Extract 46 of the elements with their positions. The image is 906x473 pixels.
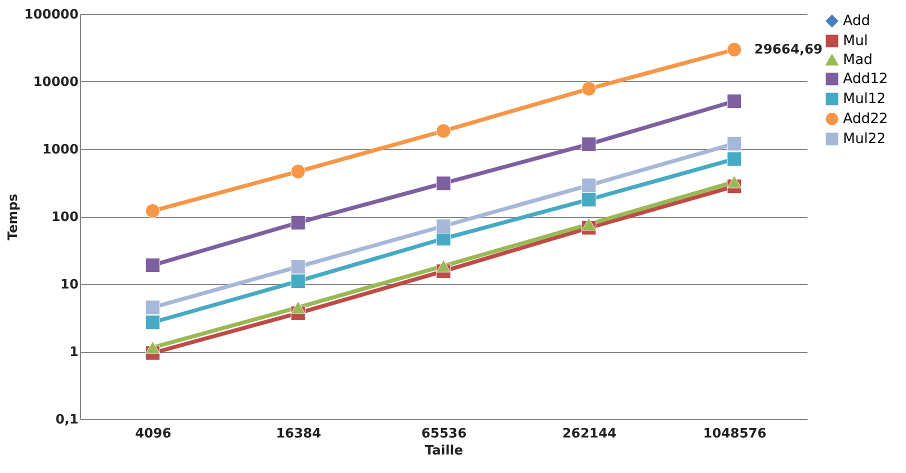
legend-label: Mul [843,33,868,49]
point [726,94,742,109]
point [145,300,160,315]
x-tick-label: 262144 [562,426,617,442]
point [145,315,160,330]
point [145,258,160,273]
y-tick-label: 10 [60,278,78,292]
x-tick-label: 1048576 [703,426,766,442]
x-tick-label: 16384 [276,426,322,442]
point [145,204,160,218]
legend-label: Mad [843,52,873,68]
point [726,136,742,151]
point [290,274,306,289]
y-tick-label: 1 [69,345,78,360]
x-tick-label: 65536 [421,426,467,442]
legend-label: Add [843,13,870,29]
point [582,178,596,193]
legend-label: Mul22 [843,131,886,147]
point [582,218,596,231]
point [582,81,596,96]
x-tick-label: 4096 [135,426,172,442]
point [582,192,596,207]
y-tick-label: 10000 [33,75,78,90]
point [726,152,742,166]
y-tick-label: 0,1 [55,412,78,428]
point [290,215,306,230]
x-axis-title: Taille [424,444,464,458]
y-axis-title: Temps [6,193,22,240]
point [436,176,451,191]
legend-label: Add12 [843,71,888,87]
legend-label: Mul12 [843,91,886,107]
annotation: 29664,69 [754,42,823,58]
point [290,259,306,274]
point [726,42,742,57]
y-tick-label: 100000 [24,8,78,22]
point [290,301,306,314]
point [436,124,451,138]
legend-label: Add22 [843,111,888,127]
point [145,341,160,354]
point [436,218,451,234]
point [582,136,596,152]
point [726,175,742,188]
y-tick-label: 1000 [42,142,78,158]
point [290,164,306,179]
y-tick-label: 100 [51,210,78,225]
point [436,260,451,272]
